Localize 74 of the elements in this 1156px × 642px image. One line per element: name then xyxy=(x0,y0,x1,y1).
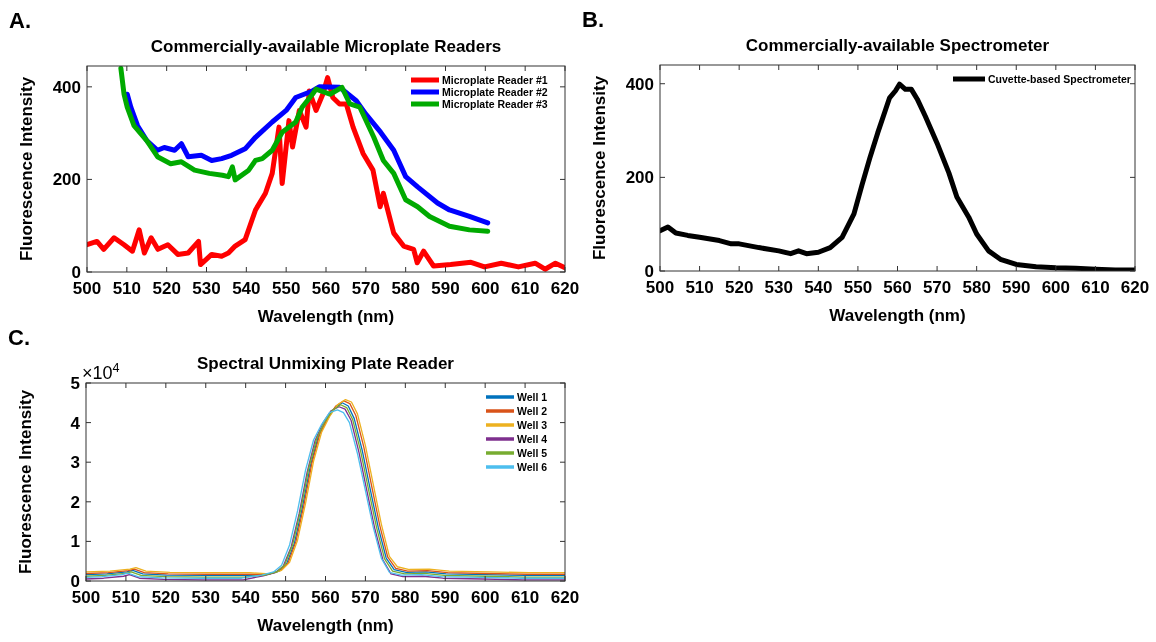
legend-label: Well 2 xyxy=(517,405,548,417)
x-tick-label: 510 xyxy=(111,588,141,607)
x-tick-label: 560 xyxy=(311,279,341,298)
legend-label: Well 5 xyxy=(517,447,548,459)
y-tick-label: 0 xyxy=(70,572,80,591)
y-tick-label: 200 xyxy=(52,170,81,190)
x-tick-label: 580 xyxy=(962,278,991,297)
x-tick-label: 500 xyxy=(72,279,102,298)
x-tick-label: 610 xyxy=(1081,278,1110,297)
x-tick-label: 510 xyxy=(112,279,142,298)
x-tick-label: 510 xyxy=(685,278,714,297)
x-tick-label: 540 xyxy=(232,279,261,298)
y-tick-label: 200 xyxy=(625,168,654,188)
x-tick-label: 520 xyxy=(724,278,754,297)
chart-title: Commercially-available Microplate Readers xyxy=(150,37,502,56)
x-tick-label: 610 xyxy=(510,588,540,607)
x-tick-label: 620 xyxy=(1120,278,1150,297)
legend-label: Microplate Reader #2 xyxy=(442,86,548,98)
x-tick-label: 570 xyxy=(351,279,381,298)
y-tick-label: 400 xyxy=(52,77,81,97)
y-tick-label: 0 xyxy=(644,262,654,281)
x-tick-label: 560 xyxy=(883,278,912,297)
x-tick-label: 530 xyxy=(191,588,220,607)
chart-title: Commercially-available Spectrometer xyxy=(745,36,1050,55)
x-tick-label: 590 xyxy=(431,279,460,298)
x-tick-label: 550 xyxy=(271,588,300,607)
x-tick-label: 600 xyxy=(471,279,500,298)
x-tick-label: 550 xyxy=(271,279,301,298)
y-axis-title: Fluorescence Intensity xyxy=(16,389,35,575)
y-axis-title: Fluorescence Intensity xyxy=(590,75,609,261)
x-tick-label: 600 xyxy=(470,588,500,607)
x-tick-label: 600 xyxy=(1041,278,1071,297)
legend-label: Well 1 xyxy=(517,391,548,403)
x-tick-label: 570 xyxy=(351,588,380,607)
legend-label: Well 3 xyxy=(517,419,548,431)
y-tick-label: 400 xyxy=(625,74,654,94)
y-tick-label: 2 xyxy=(70,492,80,512)
x-tick-label: 550 xyxy=(843,278,873,297)
x-tick-label: 500 xyxy=(645,278,675,297)
text: C. xyxy=(8,325,30,350)
x-tick-label: 590 xyxy=(1002,278,1031,297)
x-tick-label: 580 xyxy=(391,588,420,607)
x-tick-label: 500 xyxy=(71,588,101,607)
x-tick-label: 590 xyxy=(431,588,460,607)
y-tick-label: 4 xyxy=(70,413,81,433)
annotation: ×10$^{4}$ xyxy=(82,361,120,383)
legend-label: Microplate Reader #1 xyxy=(442,74,548,86)
legend-label: Cuvette-based Spectrometer xyxy=(988,73,1131,85)
y-tick-label: 0 xyxy=(71,263,81,282)
x-axis-title: Wavelength (nm) xyxy=(257,307,395,326)
y-tick-label: 3 xyxy=(70,453,80,473)
text: B. xyxy=(582,7,604,32)
y-axis-title: Fluorescence Intensity xyxy=(17,76,36,262)
x-tick-label: 520 xyxy=(152,279,181,298)
x-tick-label: 580 xyxy=(391,279,420,298)
y-tick-label: 5 xyxy=(70,374,80,393)
x-tick-label: 520 xyxy=(151,588,181,607)
legend-label: Well 4 xyxy=(517,433,548,445)
text: A. xyxy=(9,8,31,33)
x-tick-label: 540 xyxy=(804,278,833,297)
x-tick-label: 540 xyxy=(231,588,260,607)
x-tick-label: 610 xyxy=(510,279,540,298)
x-tick-label: 620 xyxy=(550,588,580,607)
x-axis-title: Wavelength (nm) xyxy=(829,306,966,325)
x-tick-label: 530 xyxy=(764,278,793,297)
y-tick-label: 1 xyxy=(70,532,80,552)
legend-label: Microplate Reader #3 xyxy=(442,98,548,110)
x-axis-title: Wavelength (nm) xyxy=(257,616,394,635)
legend-label: Well 6 xyxy=(517,461,548,473)
x-tick-label: 570 xyxy=(922,278,952,297)
chart-title: Spectral Unmixing Plate Reader xyxy=(197,354,455,373)
x-tick-label: 530 xyxy=(192,279,221,298)
x-tick-label: 620 xyxy=(550,279,580,298)
x-tick-label: 560 xyxy=(311,588,340,607)
